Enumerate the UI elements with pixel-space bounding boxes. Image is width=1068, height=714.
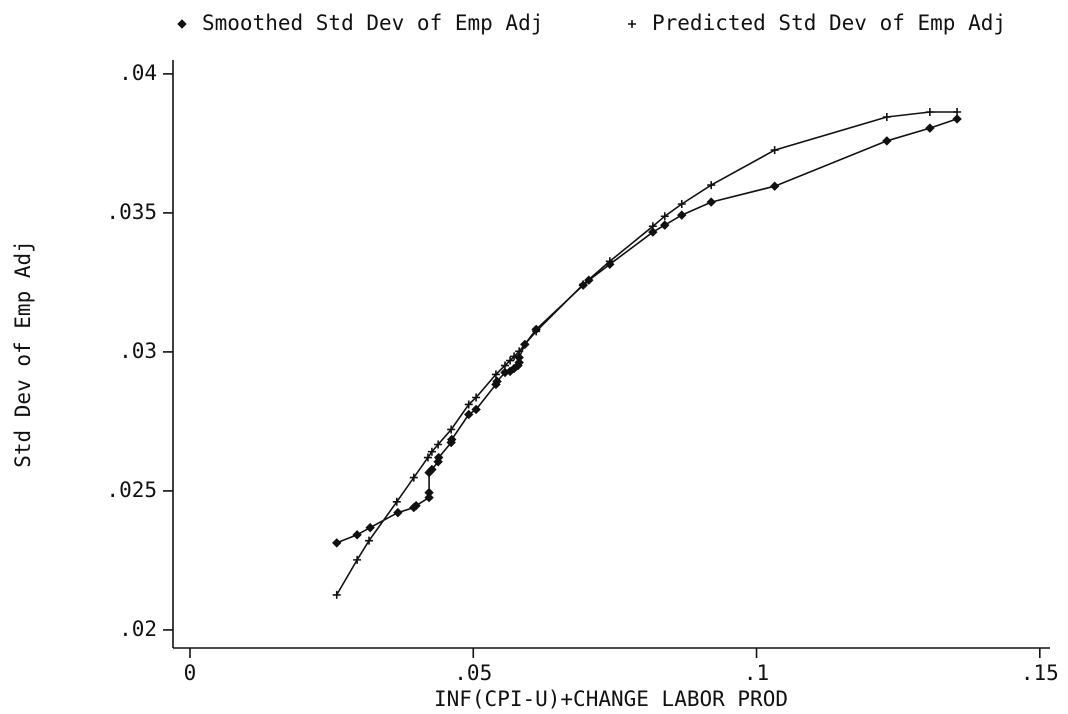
marker-plus bbox=[925, 107, 934, 116]
marker-plus bbox=[579, 280, 588, 289]
marker-diamond bbox=[882, 136, 892, 146]
marker-plus bbox=[677, 200, 686, 209]
marker-plus bbox=[500, 361, 509, 370]
y-tick-label: .03 bbox=[119, 339, 157, 363]
y-tick-label: .04 bbox=[119, 61, 157, 85]
y-tick-label: .035 bbox=[106, 200, 157, 224]
marker-plus bbox=[409, 473, 418, 482]
x-axis-label: INF(CPI-U)+CHANGE LABOR PROD bbox=[434, 687, 788, 711]
marker-plus bbox=[427, 447, 436, 456]
marker-plus bbox=[353, 555, 362, 564]
series-line bbox=[336, 111, 958, 596]
marker-plus bbox=[365, 536, 374, 545]
x-tick-label: .15 bbox=[1021, 661, 1059, 685]
marker-diamond bbox=[424, 492, 434, 503]
marker-plus bbox=[953, 107, 962, 116]
marker-diamond bbox=[492, 376, 502, 387]
marker-diamond bbox=[352, 530, 362, 540]
marker-diamond bbox=[433, 452, 444, 463]
legend-marker bbox=[628, 20, 636, 28]
marker-plus bbox=[434, 440, 443, 449]
legend-label: Predicted Std Dev of Emp Adj bbox=[652, 11, 1006, 35]
marker-diamond bbox=[471, 404, 481, 415]
marker-plus bbox=[882, 112, 891, 121]
x-tick-label: .05 bbox=[454, 661, 492, 685]
marker-diamond bbox=[660, 220, 670, 230]
marker-plus bbox=[392, 497, 401, 506]
marker-plus bbox=[660, 212, 669, 221]
legend-marker bbox=[177, 19, 187, 29]
marker-diamond bbox=[514, 357, 524, 368]
marker-diamond bbox=[365, 522, 375, 533]
legend-label: Smoothed Std Dev of Emp Adj bbox=[202, 11, 543, 35]
y-tick-label: .02 bbox=[119, 617, 157, 641]
y-tick-label: .025 bbox=[106, 478, 157, 502]
marker-plus bbox=[472, 393, 481, 402]
marker-diamond bbox=[424, 487, 434, 498]
marker-plus bbox=[707, 181, 716, 190]
marker-diamond bbox=[706, 197, 716, 207]
marker-plus bbox=[332, 590, 341, 599]
marker-diamond bbox=[332, 538, 342, 548]
series-line bbox=[336, 118, 958, 544]
marker-plus bbox=[770, 146, 779, 155]
marker-plus bbox=[447, 425, 456, 434]
marker-diamond bbox=[411, 500, 421, 511]
marker-diamond bbox=[433, 457, 443, 467]
x-tick-label: .1 bbox=[744, 661, 769, 685]
marker-plus bbox=[605, 257, 614, 266]
x-tick-label: 0 bbox=[184, 661, 197, 685]
marker-plus bbox=[506, 356, 515, 365]
marker-diamond bbox=[952, 114, 962, 124]
marker-diamond bbox=[447, 434, 457, 445]
marker-plus bbox=[423, 453, 432, 462]
marker-diamond bbox=[393, 507, 403, 518]
marker-plus bbox=[648, 222, 657, 231]
marker-diamond bbox=[427, 464, 437, 475]
marker-diamond bbox=[769, 181, 780, 191]
marker-diamond bbox=[648, 227, 658, 237]
marker-plus bbox=[532, 327, 541, 336]
marker-plus bbox=[491, 370, 500, 379]
marker-plus bbox=[515, 347, 524, 356]
marker-plus bbox=[510, 352, 519, 361]
marker-plus bbox=[520, 340, 529, 349]
marker-diamond bbox=[925, 123, 935, 133]
marker-diamond bbox=[677, 210, 687, 220]
y-axis-label: Std Dev of Emp Adj bbox=[11, 240, 35, 468]
marker-diamond bbox=[464, 409, 474, 420]
marker-plus bbox=[464, 400, 473, 409]
